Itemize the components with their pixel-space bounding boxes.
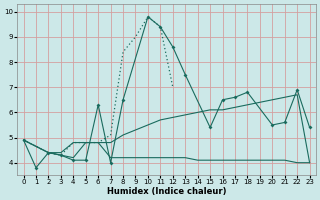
X-axis label: Humidex (Indice chaleur): Humidex (Indice chaleur) (107, 187, 226, 196)
